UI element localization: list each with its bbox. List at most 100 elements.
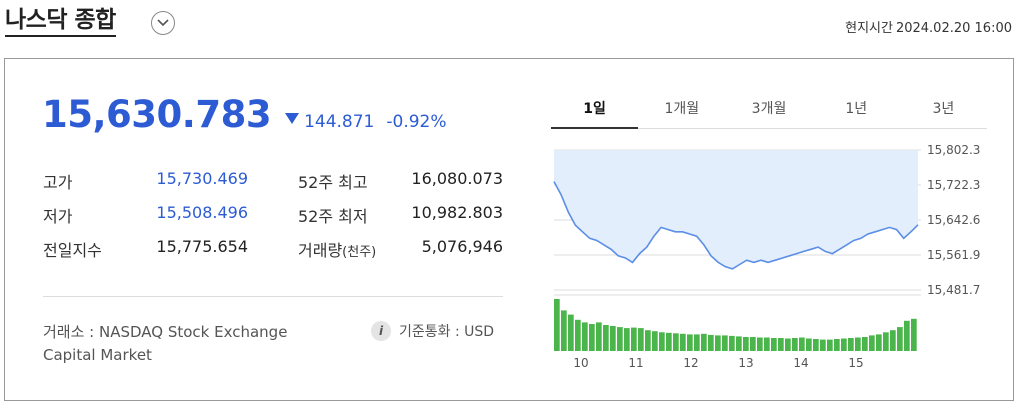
low-label: 저가 <box>43 207 73 226</box>
exchange-line2: Capital Market <box>43 346 152 364</box>
exchange-line1: 거래소 : NASDAQ Stock Exchange <box>43 323 288 341</box>
volume-bar <box>638 328 644 351</box>
index-name[interactable]: 나스닥 종합 <box>5 6 116 37</box>
volume-bar <box>652 331 658 351</box>
volume-bar <box>743 337 749 351</box>
volume-bar <box>687 334 693 351</box>
info-icon[interactable]: i <box>371 321 391 341</box>
volume-bar <box>736 336 742 351</box>
period-tabs: 1일 1개월 3개월 1년 3년 <box>551 95 987 129</box>
high-value: 15,730.469 <box>156 169 248 188</box>
volume-bar <box>904 320 910 351</box>
title-row: 나스닥 종합 현지시간 2024.02.20 16:00 <box>0 0 1023 44</box>
volume-bar <box>729 335 735 351</box>
volume-bar <box>624 328 630 351</box>
high52-label: 52주 최고 <box>298 173 368 192</box>
x-tick-label: 15 <box>848 356 863 370</box>
low52-value: 10,982.803 <box>411 203 503 222</box>
y-tick-label: 15,481.7 <box>927 283 980 297</box>
volume-bar <box>750 337 756 351</box>
volume-bar <box>848 338 854 351</box>
volume-bar <box>876 334 882 351</box>
volume-bar <box>617 327 623 351</box>
currency-label: 기준통화 : USD <box>399 324 495 340</box>
high-label: 고가 <box>43 173 73 192</box>
volume-bar <box>883 332 889 351</box>
low52-label: 52주 최저 <box>298 207 368 226</box>
volume-bar <box>554 299 560 351</box>
down-arrow-icon <box>285 113 300 124</box>
prev-close-label: 전일지수 <box>43 241 102 260</box>
volume-bar <box>806 338 812 351</box>
y-tick-label: 15,802.3 <box>927 143 980 157</box>
volume-bar <box>694 334 700 351</box>
volume-label: 거래량(천주) <box>298 237 376 261</box>
low-value: 15,508.496 <box>156 203 248 222</box>
tab-3year[interactable]: 3년 <box>932 101 955 117</box>
local-time: 현지시간 2024.02.20 16:00 <box>845 17 1015 36</box>
y-tick-label: 15,722.3 <box>927 178 980 192</box>
volume-bar <box>827 339 833 351</box>
y-tick-label: 15,561.9 <box>927 248 980 262</box>
price-row: 15,630.783 144.871 -0.92% <box>42 93 447 136</box>
volume-bar <box>582 322 588 351</box>
x-tick-label: 12 <box>683 356 698 370</box>
volume-bar <box>813 339 819 351</box>
local-time-label: 현지시간 <box>845 21 893 36</box>
volume-value: 5,076,946 <box>421 237 503 256</box>
volume-bar <box>645 330 651 351</box>
volume-bar <box>610 326 616 351</box>
stat-row-high: 고가 15,730.469 52주 최고 16,080.073 <box>43 169 503 203</box>
tab-1month[interactable]: 1개월 <box>664 101 700 117</box>
price-change-percent: -0.92% <box>386 112 447 132</box>
volume-bar <box>701 333 707 351</box>
volume-bar <box>722 335 728 351</box>
chevron-down-icon <box>157 19 169 27</box>
volume-bar <box>673 333 679 351</box>
high52-value: 16,080.073 <box>411 169 503 188</box>
stat-row-prev: 전일지수 15,775.654 거래량(천주) 5,076,946 <box>43 237 503 271</box>
stats-table: 고가 15,730.469 52주 최고 16,080.073 저가 15,50… <box>43 169 503 271</box>
volume-bar <box>589 324 595 351</box>
price-change: 144.871 <box>304 112 375 132</box>
index-dropdown-button[interactable] <box>151 11 175 35</box>
volume-bar <box>568 314 574 351</box>
volume-bar <box>820 339 826 351</box>
volume-bar <box>575 319 581 351</box>
exchange-info: 거래소 : NASDAQ Stock Exchange Capital Mark… <box>43 321 313 367</box>
prev-close-value: 15,775.654 <box>156 237 248 256</box>
intraday-chart: 15,802.3 15,722.3 15,642.6 15,561.9 15,481.7… <box>553 143 980 370</box>
volume-bar <box>680 333 686 351</box>
volume-bar <box>785 338 791 351</box>
tab-3month[interactable]: 3개월 <box>751 101 787 117</box>
x-tick-label: 10 <box>573 356 588 370</box>
volume-bar <box>911 318 917 351</box>
volume-label-text: 거래량 <box>298 241 343 260</box>
volume-bar <box>715 335 721 351</box>
volume-bar <box>897 327 903 351</box>
current-price: 15,630.783 <box>42 93 272 136</box>
volume-bar <box>771 338 777 351</box>
divider <box>43 296 503 297</box>
volume-bar <box>561 310 567 351</box>
volume-unit: (천주) <box>342 245 377 260</box>
price-line <box>553 181 919 270</box>
x-tick-label: 13 <box>738 356 753 370</box>
volume-bar <box>708 334 714 351</box>
x-tick-label: 14 <box>793 356 808 370</box>
tab-1day[interactable]: 1일 <box>551 95 639 129</box>
x-tick-label: 11 <box>628 356 643 370</box>
volume-bar <box>841 338 847 351</box>
volume-bar <box>890 330 896 351</box>
y-tick-label: 15,642.6 <box>927 213 980 227</box>
stat-row-low: 저가 15,508.496 52주 최저 10,982.803 <box>43 203 503 237</box>
volume-bar <box>862 337 868 351</box>
volume-bar <box>855 337 861 351</box>
volume-bar <box>659 332 665 351</box>
tab-1year[interactable]: 1년 <box>845 101 868 117</box>
quote-panel: 15,630.783 144.871 -0.92% 고가 15,730.469 … <box>4 58 1014 401</box>
volume-bar <box>603 325 609 351</box>
volume-bar <box>631 327 637 351</box>
volume-bar <box>834 339 840 351</box>
volume-bar <box>869 335 875 351</box>
